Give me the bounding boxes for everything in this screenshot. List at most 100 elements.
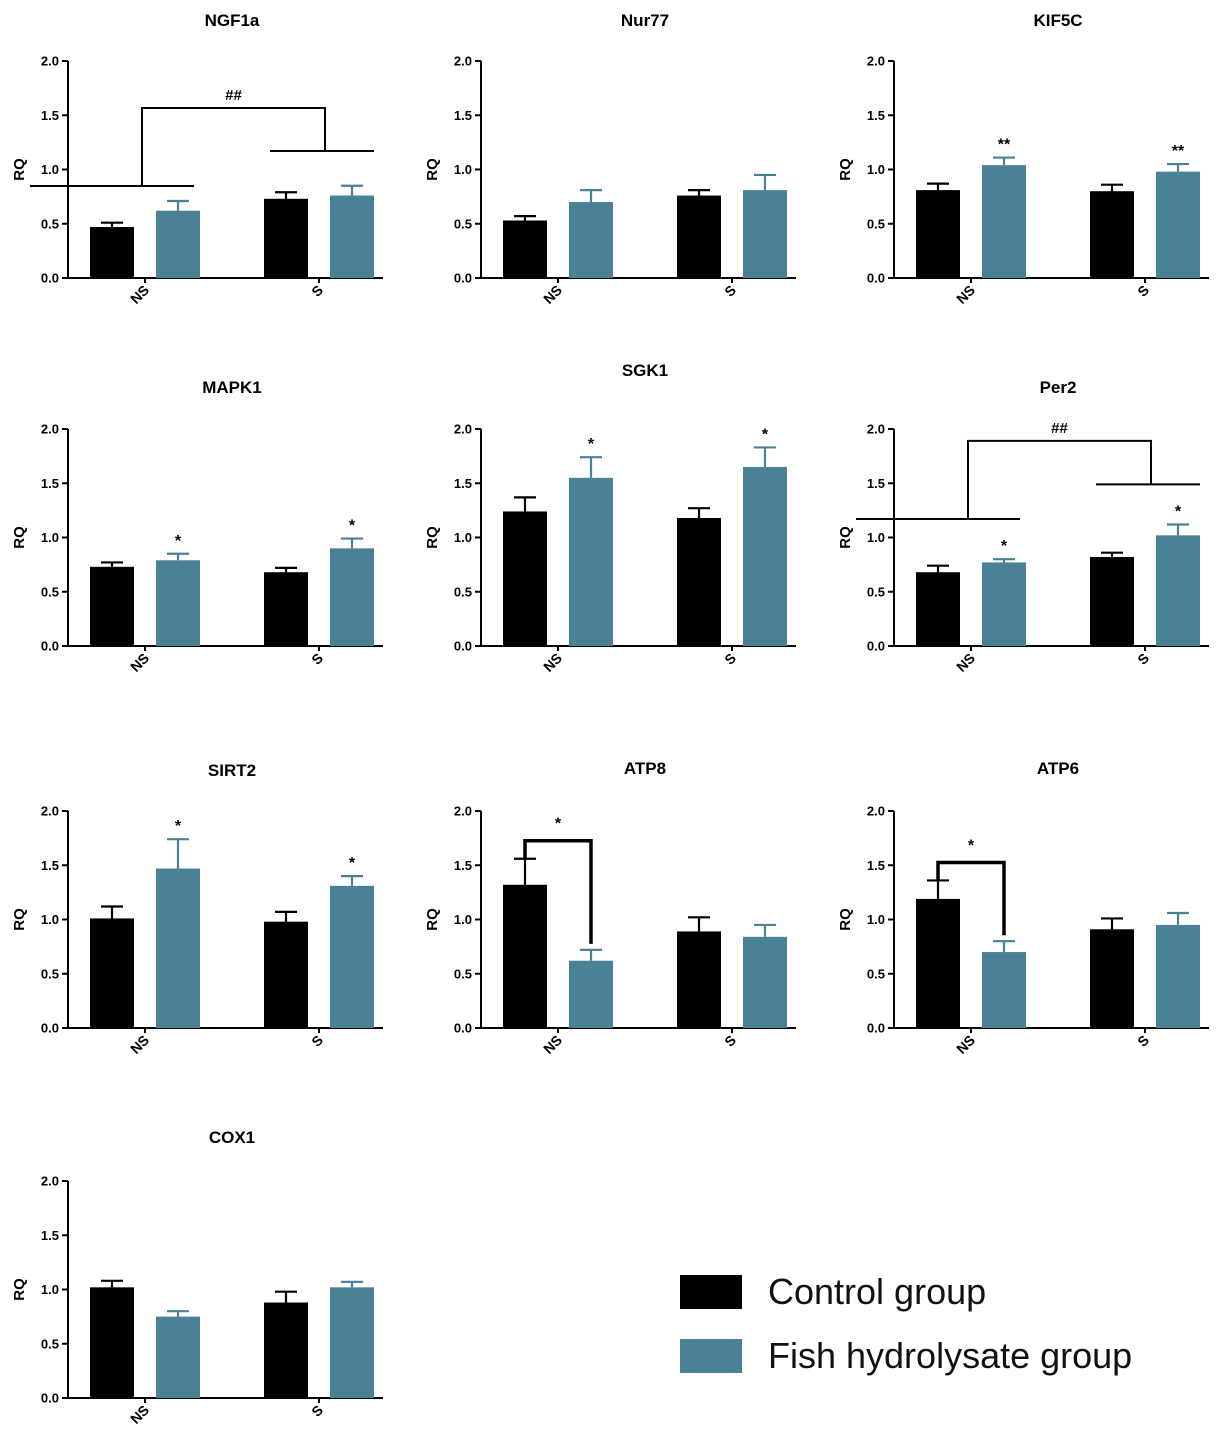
- y-tick-label: 2.0: [454, 804, 472, 819]
- y-tick-label: 1.5: [41, 108, 59, 123]
- significance-star: *: [762, 426, 769, 443]
- chart-sgk1: SGK1 RQ 0.0 0.5 1.0 1.5 2.0 NS S * *: [421, 361, 801, 688]
- x-category-label: S: [1134, 282, 1152, 300]
- bar-ns-control: [503, 220, 547, 278]
- error-bar: [1101, 551, 1123, 558]
- y-tick-label: 1.0: [867, 162, 885, 177]
- y-axis-label: RQ: [11, 908, 28, 931]
- x-category-label: S: [308, 282, 326, 300]
- error-bar: [754, 923, 776, 937]
- chart-title: Nur77: [621, 11, 669, 30]
- y-tick-label: 2.0: [41, 422, 59, 437]
- y-tick-label: 0.5: [41, 584, 59, 599]
- x-category-label: S: [721, 1032, 739, 1050]
- chart-atp6: ATP6 RQ 0.0 0.5 1.0 1.5 2.0 NS S *: [834, 750, 1214, 1070]
- error-bar: [1167, 162, 1189, 172]
- y-tick-label: 0.5: [41, 216, 59, 231]
- pair-comparison-bracket: [936, 860, 1006, 936]
- chart-kif5c: KIF5C RQ 0.0 0.5 1.0 1.5 2.0 NS S ** **: [834, 0, 1214, 320]
- error-bar: [580, 189, 602, 203]
- bar-ns-control: [916, 572, 960, 646]
- group-comparison-bracket: [30, 107, 374, 187]
- bar-ns-control: [90, 918, 134, 1028]
- y-tick-label: 0.5: [41, 966, 59, 981]
- chart-title: KIF5C: [1033, 11, 1082, 30]
- chart-mapk1: MAPK1 RQ 0.0 0.5 1.0 1.5 2.0 NS S * *: [8, 368, 388, 688]
- x-category-label: NS: [540, 650, 565, 675]
- chart-svg: KIF5C RQ 0.0 0.5 1.0 1.5 2.0 NS S ** **: [837, 11, 1209, 307]
- bar-ns-fish: [156, 210, 200, 278]
- y-tick-label: 0.0: [41, 639, 59, 654]
- significance-star: *: [349, 518, 356, 535]
- error-bar: [275, 1290, 297, 1303]
- x-category-label: S: [721, 650, 739, 668]
- bar-ns-fish: [982, 952, 1026, 1028]
- chart-title: SGK1: [622, 361, 668, 380]
- x-category-label: NS: [127, 650, 152, 675]
- bar-ns-fish: [569, 477, 613, 646]
- chart-title: MAPK1: [202, 378, 262, 397]
- y-tick-label: 0.0: [41, 271, 59, 286]
- error-bar: [275, 910, 297, 922]
- y-tick-label: 0.0: [454, 1021, 472, 1036]
- y-tick-label: 1.5: [454, 476, 472, 491]
- chart-title: ATP6: [1037, 759, 1079, 778]
- significance-star: **: [1172, 143, 1185, 160]
- significance-star: **: [998, 137, 1011, 154]
- pair-comparison-bracket: [523, 838, 593, 944]
- significance-star: *: [175, 533, 182, 550]
- legend-swatch-fish: [680, 1339, 742, 1373]
- bar-s-control: [1090, 191, 1134, 278]
- x-category-label: NS: [540, 282, 565, 307]
- y-tick-label: 0.5: [454, 584, 472, 599]
- error-bar: [580, 456, 602, 478]
- legend-swatch-control: [680, 1275, 742, 1309]
- bar-ns-control: [916, 898, 960, 1028]
- bar-s-fish: [1156, 924, 1200, 1028]
- y-tick-label: 0.5: [41, 1336, 59, 1351]
- chart-title: NGF1a: [205, 11, 260, 30]
- y-tick-label: 0.0: [454, 271, 472, 286]
- bar-s-control: [264, 572, 308, 646]
- x-category-label: NS: [953, 1032, 978, 1057]
- chart-title: SIRT2: [208, 761, 256, 780]
- x-category-label: NS: [127, 1402, 152, 1427]
- chart-nur77: Nur77 RQ 0.0 0.5 1.0 1.5 2.0 NS S: [421, 0, 801, 320]
- legend-label-fish: Fish hydrolysate group: [768, 1335, 1133, 1376]
- bar-ns-control: [90, 1287, 134, 1398]
- bar-ns-control: [916, 190, 960, 278]
- error-bar: [101, 905, 123, 919]
- chart-svg: SGK1 RQ 0.0 0.5 1.0 1.5 2.0 NS S * *: [424, 361, 796, 675]
- chart-svg: NGF1a RQ 0.0 0.5 1.0 1.5 2.0 NS S ##: [11, 11, 383, 307]
- y-axis-label: RQ: [837, 158, 854, 181]
- bar-ns-fish: [156, 1316, 200, 1398]
- error-bar: [341, 1280, 363, 1288]
- y-tick-label: 2.0: [41, 804, 59, 819]
- y-tick-label: 1.0: [41, 1282, 59, 1297]
- error-bar: [754, 446, 776, 467]
- y-tick-label: 2.0: [867, 422, 885, 437]
- error-bar: [1101, 917, 1123, 930]
- y-tick-label: 0.5: [454, 216, 472, 231]
- chart-svg: MAPK1 RQ 0.0 0.5 1.0 1.5 2.0 NS S * *: [11, 378, 383, 675]
- y-tick-label: 0.0: [454, 639, 472, 654]
- chart-sirt2: SIRT2 RQ 0.0 0.5 1.0 1.5 2.0 NS S * *: [8, 750, 388, 1070]
- bar-s-fish: [743, 190, 787, 278]
- bar-s-control: [1090, 557, 1134, 646]
- legend: Control group Fish hydrolysate group: [680, 1262, 1200, 1402]
- y-tick-label: 1.0: [41, 162, 59, 177]
- y-tick-label: 1.5: [454, 108, 472, 123]
- y-tick-label: 0.5: [867, 584, 885, 599]
- error-bar: [514, 857, 536, 885]
- error-bar: [341, 537, 363, 549]
- chart-title: ATP8: [624, 759, 666, 778]
- y-tick-label: 1.0: [454, 912, 472, 927]
- error-bar: [993, 156, 1015, 166]
- y-axis-label: RQ: [11, 1278, 28, 1301]
- error-bar: [1167, 523, 1189, 536]
- error-bar: [514, 496, 536, 512]
- chart-svg: Nur77 RQ 0.0 0.5 1.0 1.5 2.0 NS S: [424, 11, 796, 307]
- y-tick-label: 0.0: [41, 1391, 59, 1406]
- y-tick-label: 1.0: [454, 162, 472, 177]
